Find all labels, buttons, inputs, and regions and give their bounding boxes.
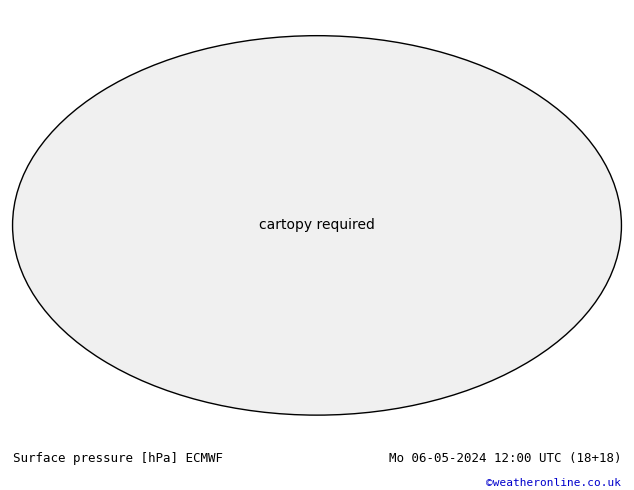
Text: cartopy required: cartopy required xyxy=(259,219,375,232)
Text: ©weatheronline.co.uk: ©weatheronline.co.uk xyxy=(486,478,621,488)
Text: Surface pressure [hPa] ECMWF: Surface pressure [hPa] ECMWF xyxy=(13,452,223,465)
Text: Mo 06-05-2024 12:00 UTC (18+18): Mo 06-05-2024 12:00 UTC (18+18) xyxy=(389,452,621,465)
Ellipse shape xyxy=(13,36,621,415)
